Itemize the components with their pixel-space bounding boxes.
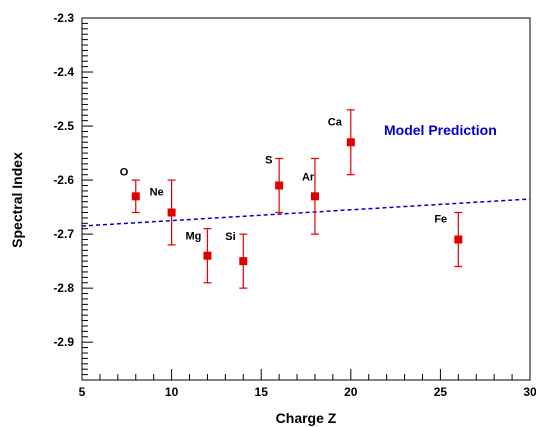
data-point-o: [131, 192, 140, 201]
y-tick-label: -2.7: [53, 227, 74, 241]
data-point-ca: [346, 138, 355, 147]
data-point-ne: [167, 208, 176, 217]
legend-model-prediction: Model Prediction: [384, 122, 497, 138]
y-tick-label: -2.6: [53, 173, 74, 187]
y-tick-label: -2.4: [53, 65, 74, 79]
plot-frame: [81, 17, 531, 381]
y-tick-label: -2.5: [53, 119, 74, 133]
x-tick-label: 15: [255, 385, 269, 399]
data-point-ar: [310, 192, 319, 201]
data-point-fe: [454, 235, 463, 244]
point-label-ca: Ca: [328, 116, 343, 128]
point-label-si: Si: [225, 231, 235, 243]
point-label-ne: Ne: [150, 187, 164, 199]
x-tick-label: 30: [523, 385, 536, 399]
x-tick-label: 5: [79, 385, 86, 399]
point-label-mg: Mg: [185, 231, 201, 243]
model-prediction-line: [81, 198, 531, 227]
y-tick-label: -2.9: [53, 335, 74, 349]
point-label-ar: Ar: [302, 171, 315, 183]
data-point-si: [239, 257, 248, 266]
y-tick-label: -2.3: [53, 11, 74, 25]
point-label-o: O: [120, 166, 129, 178]
x-tick-label: 25: [434, 385, 448, 399]
x-tick-label: 20: [344, 385, 358, 399]
point-label-fe: Fe: [434, 214, 447, 226]
x-axis-title: Charge Z: [276, 410, 337, 426]
data-point-s: [275, 181, 284, 190]
point-label-s: S: [265, 154, 272, 166]
y-tick-label: -2.8: [53, 281, 74, 295]
y-axis-title: Spectral Index: [9, 152, 25, 248]
x-tick-label: 10: [165, 385, 179, 399]
data-point-mg: [203, 251, 212, 260]
